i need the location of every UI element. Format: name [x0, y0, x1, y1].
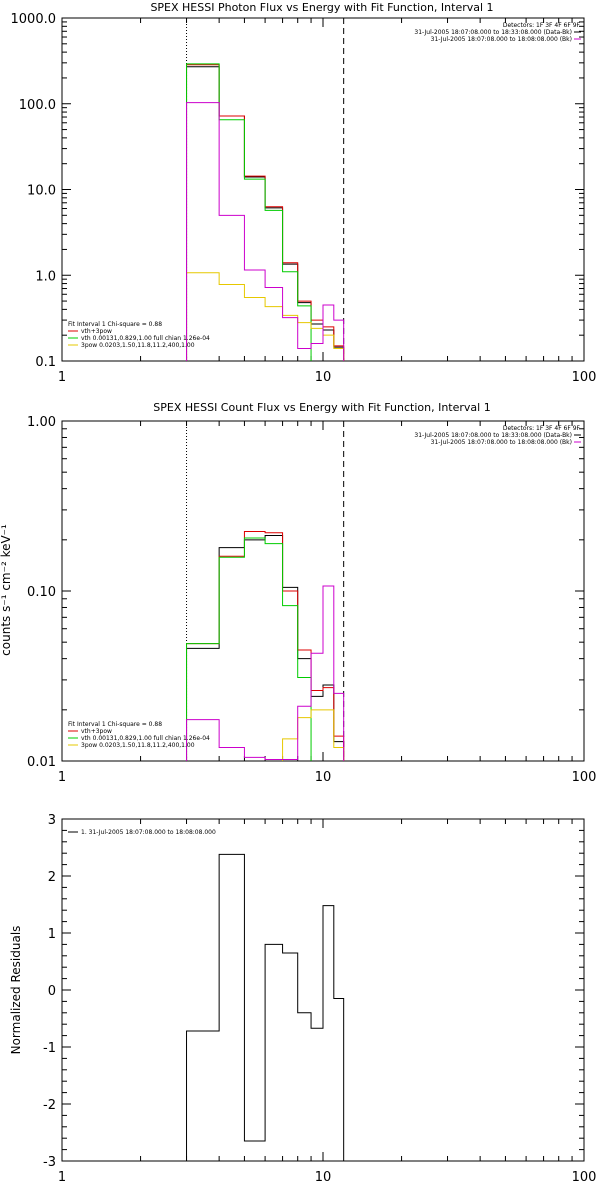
residuals-y-tick-label: -3: [43, 1155, 56, 1170]
residuals-x-tick-label: 100: [572, 1170, 597, 1185]
residuals-y-tick-label: 3: [48, 813, 56, 828]
photon-legend-left-text: 3pow 0.0203,1.50,11.8,11.2,400,1.00: [81, 342, 195, 349]
photon-legend-left-text: Fit Interval 1 Chi-square = 0.88: [68, 321, 162, 328]
count-series-power-law-fit: [186, 709, 345, 761]
photon-series-background: [186, 102, 345, 361]
residuals-series-residual: [186, 853, 345, 1161]
photon-x-tick-label: 10: [315, 370, 332, 385]
count-y-axis: 0.01 0.10 1.00: [27, 415, 584, 770]
photon-flux-panel: SPEX HESSI Photon Flux vs Energy with Fi…: [11, 1, 597, 385]
photon-series-data: [186, 66, 345, 361]
photon-series-thermal-fit: [186, 63, 345, 361]
photon-x-tick-label: 1: [58, 370, 66, 385]
photon-y-tick-label: 0.1: [35, 355, 56, 370]
photon-y-tick-label: 100.0: [19, 98, 56, 113]
photon-legend-left-text: vth 0.00131,0.829,1.00 full chian 1.26e-…: [81, 335, 210, 342]
count-legend-left-text: vth+3pow: [81, 728, 112, 735]
photon-y-tick-label: 1.0: [35, 269, 56, 284]
count-series-background: [186, 585, 345, 761]
residuals-y-tick-label: 1: [48, 927, 56, 942]
count-x-axis: 1 10 100: [58, 421, 597, 785]
photon-legend-right-text: Detectors: 1F 3F 4F 6F 9F: [503, 22, 581, 29]
count-series-group: [186, 530, 345, 761]
residuals-x-tick-label: 1: [58, 1170, 66, 1185]
count-legend-left-text: Fit Interval 1 Chi-square = 0.88: [68, 721, 162, 728]
photon-x-axis: 1 10 100: [58, 18, 597, 385]
count-legend-right-text: 31-Jul-2005 18:07:08.000 to 18:08:08.000…: [431, 439, 572, 446]
residuals-y-axis: -3 -2 -1 0 1 2 3: [43, 813, 584, 1170]
photon-y-tick-label: 10.0: [27, 184, 56, 199]
residuals-y-tick-label: 2: [48, 870, 56, 885]
photon-y-tick-label: 1000.0: [11, 12, 57, 27]
count-flux-panel: SPEX HESSI Count Flux vs Energy with Fit…: [0, 401, 597, 785]
count-y-axis-label: counts s⁻¹ cm⁻² keV⁻¹: [0, 524, 13, 656]
photon-series-total-fit: [186, 64, 345, 361]
residuals-y-tick-label: 0: [48, 984, 56, 999]
residuals-x-tick-label: 10: [315, 1170, 332, 1185]
count-y-tick-label: 0.10: [27, 585, 56, 600]
photon-legend-left: Fit Interval 1 Chi-square = 0.88vth+3pow…: [68, 321, 210, 349]
count-legend-left-text: vth 0.00131,0.829,1.00 full chian 1.26e-…: [81, 735, 210, 742]
count-chart-title: SPEX HESSI Count Flux vs Energy with Fit…: [153, 401, 490, 414]
photon-chart-title: SPEX HESSI Photon Flux vs Energy with Fi…: [150, 1, 493, 14]
count-series-data: [186, 535, 345, 761]
residuals-legend-left: 1. 31-Jul-2005 18:07:08.000 to 18:08:08.…: [68, 829, 216, 836]
photon-x-tick-label: 100: [572, 370, 597, 385]
count-legend-right-text: Detectors: 1F 3F 4F 6F 9F: [503, 425, 581, 432]
residuals-series-group: [186, 853, 345, 1161]
count-legend-right-text: 31-Jul-2005 18:07:08.000 to 18:33:08.000…: [414, 432, 572, 439]
residuals-y-axis-label: Normalized Residuals: [9, 926, 23, 1055]
count-series-total-fit: [186, 530, 345, 761]
count-x-tick-label: 100: [572, 770, 597, 785]
count-x-tick-label: 1: [58, 770, 66, 785]
count-x-tick-label: 10: [315, 770, 332, 785]
count-legend-left-text: 3pow 0.0203,1.50,11.8,11.2,400,1.00: [81, 742, 195, 749]
photon-series-group: [186, 63, 345, 361]
photon-series-power-law-fit: [186, 272, 345, 361]
residuals-y-tick-label: -2: [43, 1098, 56, 1113]
count-legend-left: Fit Interval 1 Chi-square = 0.88vth+3pow…: [68, 721, 210, 749]
residuals-x-axis: 1 10 100: [58, 819, 597, 1185]
count-y-tick-label: 0.01: [27, 755, 56, 770]
residuals-legend-left-text: 1. 31-Jul-2005 18:07:08.000 to 18:08:08.…: [81, 829, 216, 836]
residuals-y-tick-label: -1: [43, 1041, 56, 1056]
photon-y-axis: 0.1 1.0 10.0 100.0 1000.0: [11, 12, 584, 370]
photon-legend-right-text: 31-Jul-2005 18:07:08.000 to 18:33:08.000…: [414, 29, 572, 36]
photon-legend-left-text: vth+3pow: [81, 328, 112, 335]
count-series-thermal-fit: [186, 537, 345, 761]
photon-legend-right-text: 31-Jul-2005 18:07:08.000 to 18:08:08.000…: [431, 36, 572, 43]
residuals-panel: Normalized Residuals 1 10 100 -3 -2 -1 0 1 2 3 1. …: [9, 813, 596, 1185]
count-y-tick-label: 1.00: [27, 415, 56, 430]
